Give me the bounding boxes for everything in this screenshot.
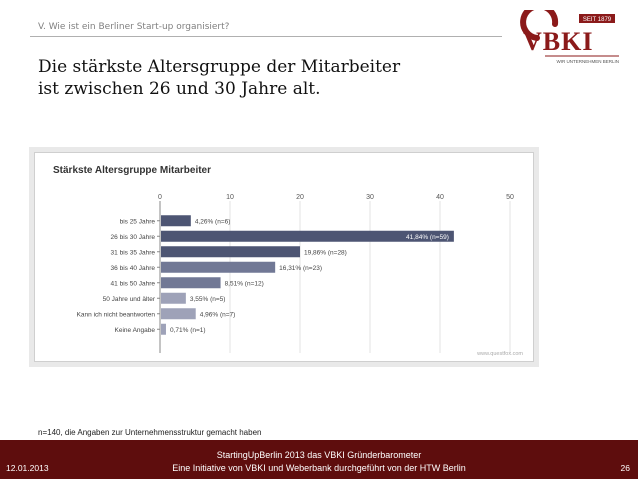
category-label: bis 25 Jahre xyxy=(120,218,156,225)
svg-text:WIR UNTERNEHMEN BERLIN: WIR UNTERNEHMEN BERLIN xyxy=(556,59,619,64)
data-label: 4,96% (n=7) xyxy=(200,311,236,318)
data-label: 16,31% (n=23) xyxy=(279,265,322,272)
bar xyxy=(161,261,276,273)
bar xyxy=(161,323,166,335)
chart-frame: Stärkste Altersgruppe Mitarbeiter 0 10 20 30… xyxy=(34,152,534,362)
svg-text:VBKI: VBKI xyxy=(523,27,593,56)
chart-title: Stärkste Altersgruppe Mitarbeiter xyxy=(53,165,211,176)
bar xyxy=(161,215,191,227)
x-tick-label: 50 xyxy=(506,194,514,201)
data-label: 3,55% (n=5) xyxy=(190,296,226,303)
category-label: 50 Jahre und älter xyxy=(103,296,156,303)
slide-headline: Die stärkste Altersgruppe der Mitarbeite… xyxy=(38,56,400,100)
footer-date: 12.01.2013 xyxy=(6,463,49,473)
data-label: 8,51% (n=12) xyxy=(225,280,264,287)
section-label: V. Wie ist ein Berliner Start-up organis… xyxy=(38,22,230,32)
data-label: 41,84% (n=59) xyxy=(406,234,449,241)
bar xyxy=(161,308,196,320)
data-label: 19,86% (n=28) xyxy=(304,249,347,256)
section-divider xyxy=(30,36,502,37)
bar xyxy=(161,292,186,304)
category-label: Keine Angabe xyxy=(115,327,156,334)
page-number: 26 xyxy=(620,463,630,473)
data-label: 0,71% (n=1) xyxy=(170,327,206,334)
x-tick-label: 0 xyxy=(158,194,162,201)
footer-title: StartingUpBerlin 2013 das VBKI Gründerba… xyxy=(216,450,422,460)
x-tick-label: 10 xyxy=(226,194,234,201)
vbki-logo: SEIT 1879 VBKI WIR UNTERNEHMEN BERLIN xyxy=(520,10,619,64)
x-tick-label: 30 xyxy=(366,194,374,201)
footnote: n=140, die Angaben zur Unternehmensstruk… xyxy=(38,428,262,437)
category-label: 36 bis 40 Jahre xyxy=(111,265,156,272)
category-label: 41 bis 50 Jahre xyxy=(111,280,156,287)
bar xyxy=(161,230,454,242)
data-label: 4,26% (n=6) xyxy=(195,218,231,225)
x-tick-label: 40 xyxy=(436,194,444,201)
category-label: Kann ich nicht beantworten xyxy=(77,311,156,318)
watermark: www.questfox.com xyxy=(476,351,523,357)
bar xyxy=(161,246,301,258)
headline-line-1: Die stärkste Altersgruppe der Mitarbeite… xyxy=(38,57,401,77)
bar xyxy=(161,277,221,289)
svg-text:SEIT 1879: SEIT 1879 xyxy=(583,17,612,23)
bar-chart: Stärkste Altersgruppe Mitarbeiter 0 10 20 30… xyxy=(53,165,523,357)
category-label: 26 bis 30 Jahre xyxy=(111,234,156,241)
headline-line-2: ist zwischen 26 und 30 Jahre alt. xyxy=(38,79,321,99)
category-label: 31 bis 35 Jahre xyxy=(111,249,156,256)
x-tick-label: 20 xyxy=(296,194,304,201)
footer-bar: 12.01.2013 StartingUpBerlin 2013 das VBK… xyxy=(0,440,638,479)
footer-subtitle: Eine Initiative von VBKI und Weberbank d… xyxy=(172,463,466,473)
